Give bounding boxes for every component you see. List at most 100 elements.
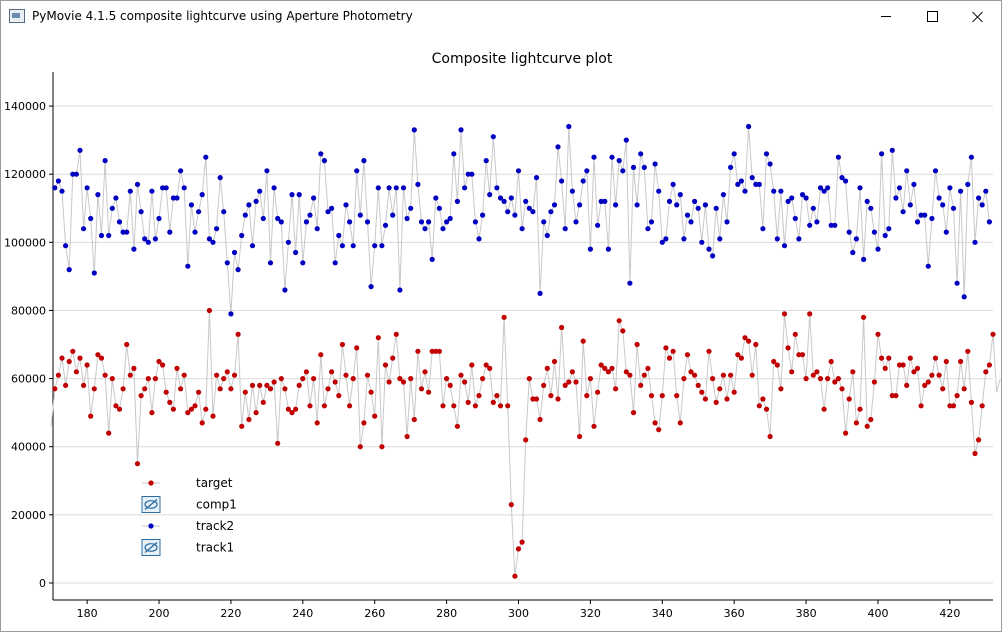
point-track2 [817,185,824,191]
minimize-button[interactable] [863,1,909,32]
point-target [904,382,910,388]
point-track2 [803,195,809,201]
minimize-icon [881,16,891,17]
point-track2 [562,226,568,232]
point-track2 [390,212,396,218]
point-target [206,307,212,314]
point-track2 [605,246,612,252]
point-track2 [508,195,514,201]
point-track2 [879,151,885,157]
point-track2 [706,246,712,252]
point-track2 [846,229,852,235]
point-track2 [634,202,640,208]
legend-marker-target[interactable] [148,480,154,486]
point-track2 [533,175,540,181]
point-target [332,379,338,385]
title-bar[interactable]: PyMovie 4.1.5 composite lightcurve using… [1,1,1001,32]
lightcurve-chart[interactable]: Composite lightcurve plot 0 20000 40000 600… [1,32,1001,631]
point-track2 [400,185,407,191]
point-track2 [889,147,895,153]
point-target [149,410,155,416]
point-track2 [839,175,845,181]
point-target [598,362,604,368]
point-track2 [447,215,453,222]
point-track2 [771,188,777,194]
point-track2 [487,192,493,198]
point-target [231,372,238,378]
point-track2 [181,185,187,191]
point-target [239,423,245,429]
point-target [857,406,863,412]
legend-label-comp1[interactable]: comp1 [196,498,237,512]
close-button[interactable] [955,1,1001,32]
point-track2 [116,219,123,225]
point-target [886,355,892,361]
point-track2 [968,154,975,160]
legend-label-track2[interactable]: track2 [196,519,234,533]
point-target [562,382,568,388]
point-target [361,420,367,426]
point-track2 [494,185,500,191]
point-target [609,365,615,371]
point-target [285,406,291,412]
point-track2 [152,236,158,242]
point-target [397,376,403,382]
point-target [375,335,381,341]
point-track2 [170,195,176,201]
point-target [138,393,144,399]
point-track2 [526,205,532,211]
legend-label-target[interactable]: target [196,476,233,490]
point-target [364,372,371,378]
point-track2 [296,192,302,198]
point-track2 [91,270,97,276]
eye-off-icon-slash [144,498,158,511]
point-target [476,393,482,399]
point-track2 [559,178,565,184]
point-track2 [979,202,985,208]
point-target [943,358,949,365]
point-track2 [120,229,126,235]
point-target [458,372,464,378]
legend-label-track1[interactable]: track1 [196,541,234,555]
point-track2 [853,236,860,242]
point-target [106,430,112,436]
point-track2 [710,253,716,259]
point-track2 [239,232,245,239]
point-target [271,379,277,385]
point-track2 [598,198,604,204]
point-target [825,376,831,382]
series-line-target [50,310,1001,577]
point-track2 [616,158,622,164]
point-track2 [257,188,263,194]
point-target [861,314,867,320]
point-track2 [454,198,460,204]
point-track2 [55,178,62,184]
point-target [979,403,985,409]
point-target [871,379,878,385]
point-target [526,376,532,382]
point-target [321,403,327,409]
point-track2 [336,232,342,239]
point-target [929,372,935,378]
plot-area[interactable]: 0 20000 40000 60000 80000 100000 120000 140000 1… [4,72,1001,620]
legend-marker-track2[interactable] [148,523,154,529]
point-target [357,444,363,450]
point-target [785,345,791,351]
point-track2 [203,154,209,160]
point-target [145,376,151,382]
point-target [109,376,115,382]
maximize-button[interactable] [909,1,955,32]
point-track2 [861,256,867,262]
point-target [497,403,504,409]
point-target [695,382,701,388]
point-track2 [954,280,960,286]
point-target [889,393,895,399]
point-track2 [476,236,482,242]
point-target [828,358,834,365]
point-target [494,393,500,399]
point-target [666,355,673,361]
point-target [483,362,489,368]
point-track2 [814,219,820,225]
point-target [253,410,259,416]
point-track2 [789,195,795,201]
